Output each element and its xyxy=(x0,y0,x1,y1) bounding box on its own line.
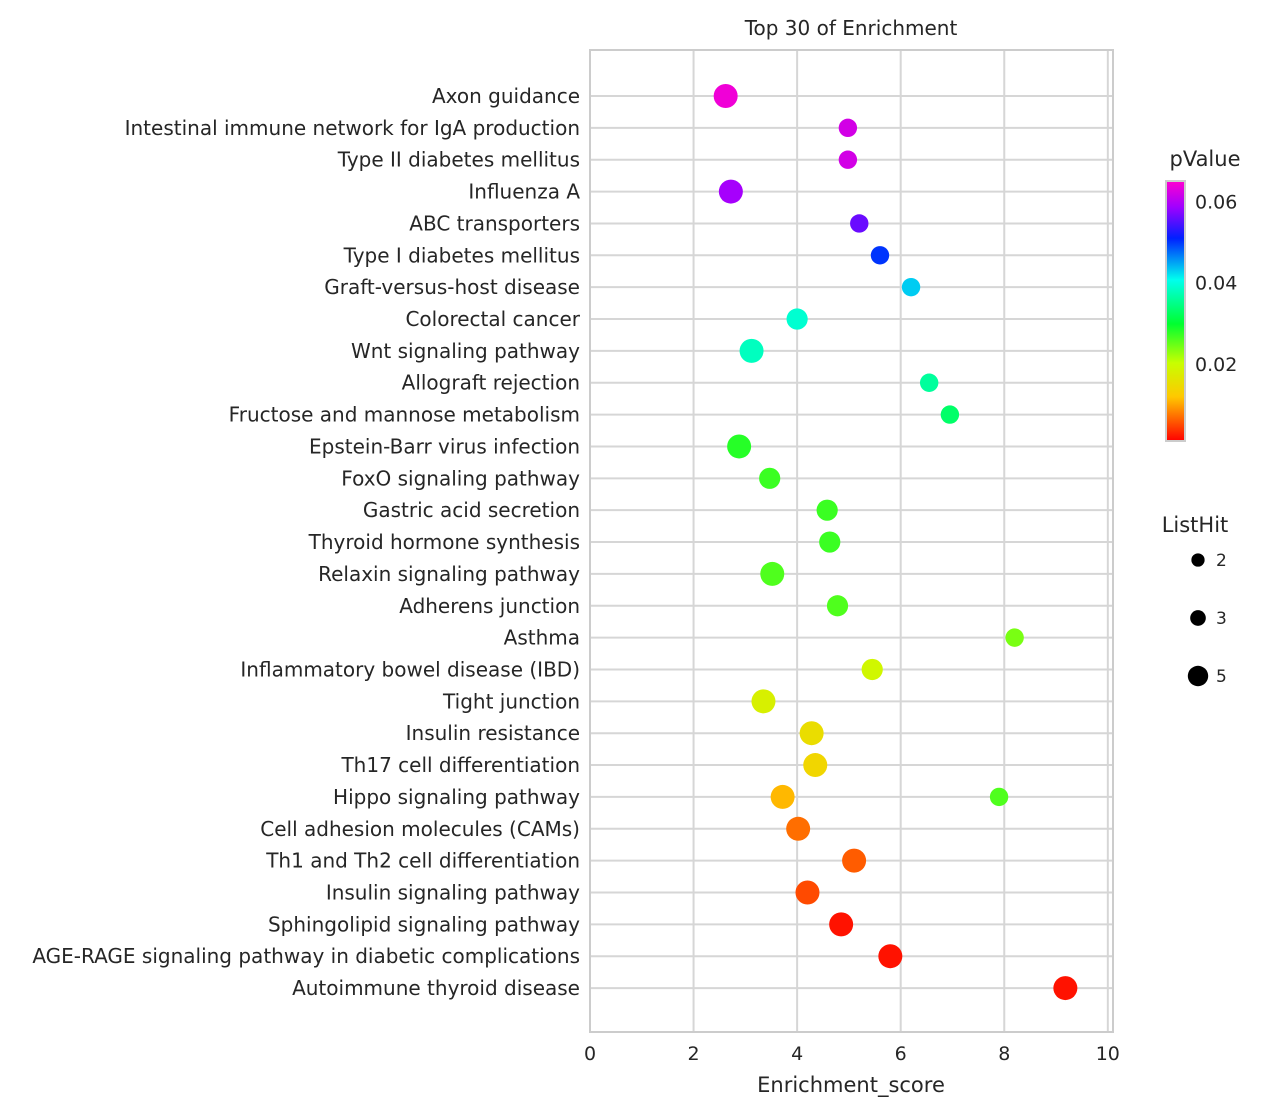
x-tick-label: 6 xyxy=(895,1043,907,1065)
y-tick-label: Type II diabetes mellitus xyxy=(337,148,580,172)
y-tick-labels: Axon guidance Intestinal immune network f… xyxy=(32,84,580,1000)
data-point xyxy=(751,689,776,714)
y-tick-label: Sphingolipid signaling pathway xyxy=(268,912,580,936)
y-tick-label: Epstein-Barr virus infection xyxy=(309,434,580,458)
y-tick-label: AGE-RAGE signaling pathway in diabetic c… xyxy=(32,944,580,968)
y-tick-label: Asthma xyxy=(504,626,580,650)
data-point xyxy=(786,308,808,330)
data-point xyxy=(878,944,903,969)
size-legend-label: 2 xyxy=(1216,551,1227,571)
y-tick-label: Type I diabetes mellitus xyxy=(343,243,580,267)
data-point xyxy=(1005,628,1024,647)
y-tick-label: Hippo signaling pathway xyxy=(333,785,580,809)
x-tick-label: 4 xyxy=(791,1043,803,1065)
size-legend-label: 3 xyxy=(1216,609,1227,629)
y-tick-label: Graft-versus-host disease xyxy=(324,275,580,299)
y-tick-label: Cell adhesion molecules (CAMs) xyxy=(260,817,580,841)
x-tick-label: 2 xyxy=(688,1043,700,1065)
y-tick-label: Tight junction xyxy=(442,689,580,713)
plot-frame xyxy=(589,49,1114,1033)
y-tick-label: Autoimmune thyroid disease xyxy=(292,976,580,1000)
data-point xyxy=(861,658,883,681)
data-point xyxy=(842,848,867,873)
data-point xyxy=(850,214,869,233)
y-tick-label: Axon guidance xyxy=(432,84,580,108)
size-legend-entries: 2 3 5 xyxy=(1187,551,1227,687)
data-point xyxy=(919,373,939,392)
y-tick-label: Wnt signaling pathway xyxy=(351,339,580,363)
data-point xyxy=(759,467,781,489)
data-point xyxy=(940,405,960,424)
data-point xyxy=(718,179,743,204)
data-point xyxy=(816,499,838,521)
data-point xyxy=(826,595,849,617)
chart-title: Top 30 of Enrichment xyxy=(744,16,958,40)
data-point xyxy=(799,721,824,746)
data-point xyxy=(829,912,854,937)
y-tick-label: Gastric acid secretion xyxy=(363,498,580,522)
y-tick-label: Relaxin signaling pathway xyxy=(318,562,580,586)
y-tick-label: Th1 and Th2 cell differentiation xyxy=(265,849,580,873)
data-point xyxy=(713,84,738,108)
colorbar-tick-label: 0.06 xyxy=(1195,191,1237,213)
y-tick-label: Inflammatory bowel disease (IBD) xyxy=(240,657,580,681)
y-tick-label: ABC transporters xyxy=(409,211,580,235)
size-legend-title: ListHit xyxy=(1162,513,1229,537)
x-tick-labels: 0 2 4 6 8 10 xyxy=(584,1043,1120,1065)
data-point xyxy=(838,118,858,138)
y-tick-label: Thyroid hormone synthesis xyxy=(308,530,580,554)
data-point xyxy=(819,531,841,553)
x-axis-label: Enrichment_score xyxy=(757,1073,945,1098)
y-tick-label: Influenza A xyxy=(468,180,580,204)
data-point xyxy=(727,434,752,459)
y-tick-label: Colorectal cancer xyxy=(405,307,580,331)
data-point xyxy=(739,338,764,363)
x-tick-label: 0 xyxy=(584,1043,596,1065)
x-tick-label: 10 xyxy=(1096,1043,1120,1065)
y-tick-label: Intestinal immune network for IgA produc… xyxy=(125,116,580,140)
colorbar-gradient xyxy=(1165,180,1186,442)
size-legend: ListHit 2 3 5 xyxy=(1162,513,1229,687)
y-tick-label: Allograft rejection xyxy=(402,371,580,395)
y-tick-label: FoxO signaling pathway xyxy=(341,466,580,490)
colorbar-title: pValue xyxy=(1170,147,1241,171)
y-tick-label: Insulin signaling pathway xyxy=(326,881,580,905)
size-legend-label: 5 xyxy=(1216,667,1227,687)
data-point xyxy=(803,753,828,778)
colorbar: pValue 0.06 0.04 0.02 xyxy=(1165,147,1241,442)
data-point xyxy=(770,784,795,809)
data-point xyxy=(901,277,921,297)
colorbar-ticks: 0.06 0.04 0.02 xyxy=(1195,191,1237,376)
data-point xyxy=(760,561,785,586)
colorbar-tick-label: 0.02 xyxy=(1195,354,1237,376)
data-point xyxy=(838,150,858,169)
data-point xyxy=(786,816,811,841)
colorbar-tick-label: 0.04 xyxy=(1195,273,1237,295)
data-point xyxy=(1053,976,1078,1001)
y-tick-label: Insulin resistance xyxy=(406,721,580,745)
data-point xyxy=(989,787,1009,807)
plot-grid xyxy=(589,50,1113,1032)
size-legend-marker xyxy=(1187,665,1209,687)
y-tick-label: Th17 cell differentiation xyxy=(340,753,580,777)
x-tick-label: 8 xyxy=(998,1043,1010,1065)
data-point xyxy=(795,880,820,905)
points-layer xyxy=(713,84,1078,1001)
size-legend-marker xyxy=(1191,553,1205,567)
data-point xyxy=(870,246,890,265)
y-tick-label: Fructose and mannose metabolism xyxy=(229,403,580,427)
size-legend-marker xyxy=(1190,610,1206,626)
y-tick-label: Adherens junction xyxy=(399,594,580,618)
